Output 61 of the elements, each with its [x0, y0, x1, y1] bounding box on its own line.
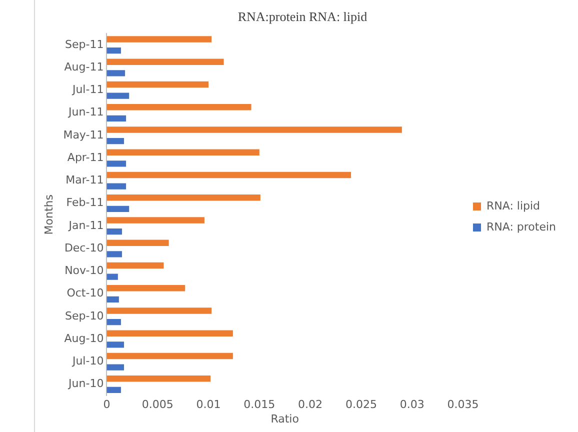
bar [106, 240, 169, 246]
bar [106, 206, 130, 212]
x-axis-title: Ratio [270, 412, 300, 426]
y-tick-label: Feb-11 [66, 196, 104, 210]
bar [106, 115, 126, 122]
y-tick-label: Sep-11 [65, 38, 104, 51]
x-tick-label: 0.02 [298, 398, 323, 412]
bar [106, 318, 121, 326]
bar [106, 386, 121, 394]
x-tick-label: 0.015 [244, 398, 276, 412]
bar [106, 228, 122, 235]
bar [106, 262, 164, 269]
bar [106, 342, 124, 348]
bar [106, 183, 126, 190]
bar [106, 138, 124, 144]
x-tick-label: 0.025 [345, 398, 377, 412]
legend-label: RNA: lipid [486, 199, 540, 212]
y-tick-label: Jul-11 [71, 83, 104, 96]
y-tick-label: Nov-10 [64, 264, 104, 278]
bar [106, 274, 118, 280]
x-tick-label: 0.03 [400, 398, 424, 412]
bar [106, 296, 119, 303]
bar [106, 36, 212, 42]
bar [106, 194, 260, 201]
chart-title: RNA:protein RNA: lipid [238, 9, 368, 24]
y-axis-title: Months [42, 194, 56, 235]
bar [106, 172, 352, 178]
bar [106, 352, 233, 360]
bar [106, 330, 233, 336]
y-tick-label: Jul-10 [71, 354, 104, 368]
y-tick-label: Oct-10 [66, 286, 104, 300]
bar [106, 285, 186, 292]
y-tick-label: Apr-11 [67, 150, 104, 164]
y-tick-label: Dec-10 [64, 241, 104, 254]
bar [106, 47, 121, 54]
y-tick-label: Jan-11 [68, 218, 104, 232]
bar [106, 160, 126, 167]
bar [106, 126, 402, 133]
bar [106, 70, 126, 76]
x-tick-label: 0.035 [447, 398, 479, 412]
bar [106, 251, 122, 258]
y-tick-label: Sep-10 [65, 309, 104, 322]
y-tick-label: Jun-11 [68, 106, 104, 119]
bar [106, 308, 212, 314]
bar [106, 104, 252, 110]
bar [106, 92, 130, 99]
y-tick-label: Mar-11 [66, 174, 104, 187]
legend-label: RNA: protein [486, 220, 556, 234]
x-tick-label: 0.01 [196, 398, 221, 412]
bar [106, 149, 260, 156]
y-tick-label: May-11 [63, 128, 104, 142]
y-tick-label: Jun-10 [68, 377, 104, 390]
bar [106, 58, 224, 65]
y-tick-label: Aug-10 [64, 332, 104, 345]
x-tick-label: 0.005 [142, 398, 174, 412]
bar [106, 81, 209, 88]
x-tick-label: 0 [103, 398, 110, 412]
y-tick-label: Aug-11 [64, 60, 104, 74]
bar [106, 217, 204, 224]
bar [106, 376, 211, 382]
bar [106, 364, 124, 370]
